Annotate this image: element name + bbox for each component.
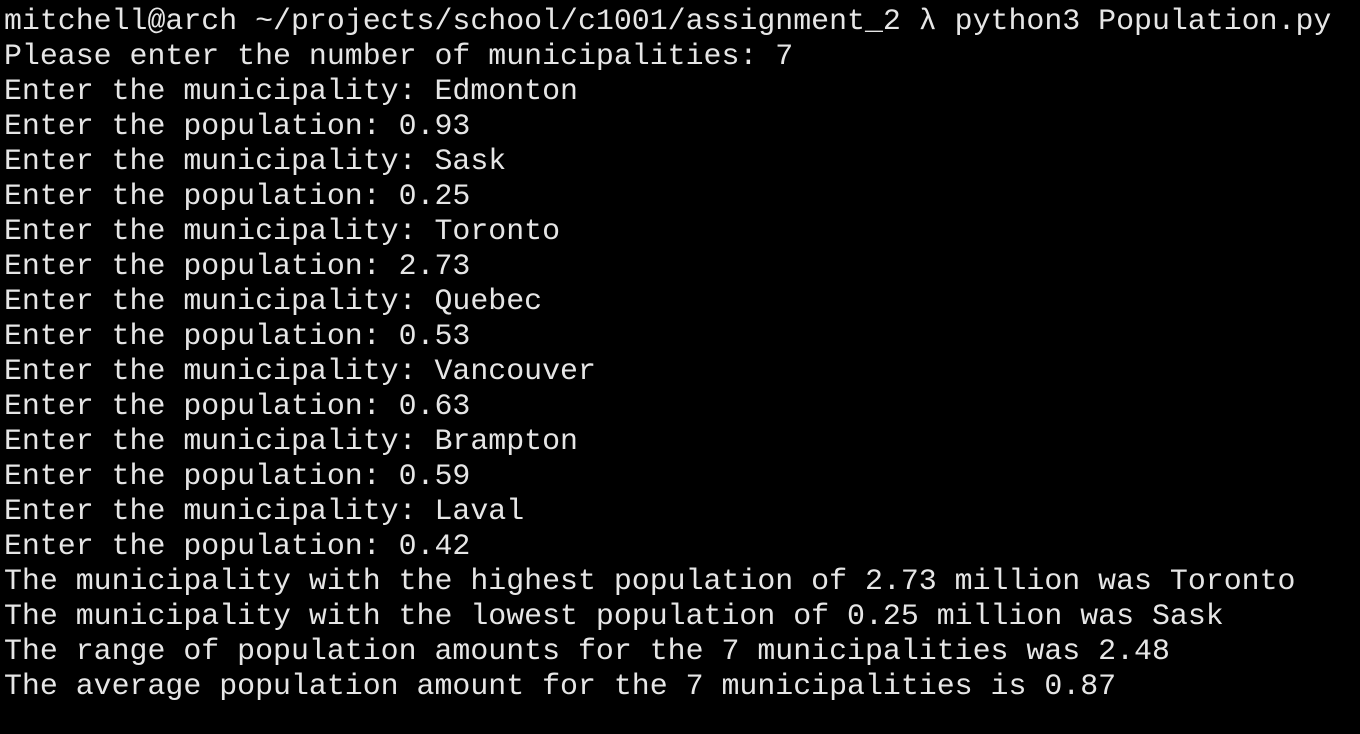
output-line: Enter the municipality: Edmonton xyxy=(4,74,578,108)
shell-prompt-line: mitchell@arch ~/projects/school/c1001/as… xyxy=(4,4,1332,38)
output-line: Enter the population: 0.25 xyxy=(4,179,471,213)
result-lowest-line: The municipality with the lowest populat… xyxy=(4,599,1224,633)
result-highest-line: The municipality with the highest popula… xyxy=(4,564,1296,598)
result-average-line: The average population amount for the 7 … xyxy=(4,669,1117,703)
output-line: Enter the municipality: Toronto xyxy=(4,214,561,248)
output-line: Enter the population: 0.59 xyxy=(4,459,471,493)
output-line: Enter the municipality: Quebec xyxy=(4,284,543,318)
output-line: Please enter the number of municipalitie… xyxy=(4,39,794,73)
output-line: Enter the population: 0.42 xyxy=(4,529,471,563)
output-line: Enter the population: 2.73 xyxy=(4,249,471,283)
output-line: Enter the population: 0.53 xyxy=(4,319,471,353)
output-line: Enter the municipality: Brampton xyxy=(4,424,578,458)
output-line: Enter the population: 0.63 xyxy=(4,389,471,423)
output-line: Enter the population: 0.93 xyxy=(4,109,471,143)
result-range-line: The range of population amounts for the … xyxy=(4,634,1170,668)
output-line: Enter the municipality: Laval xyxy=(4,494,525,528)
output-line: Enter the municipality: Sask xyxy=(4,144,507,178)
output-line: Enter the municipality: Vancouver xyxy=(4,354,596,388)
